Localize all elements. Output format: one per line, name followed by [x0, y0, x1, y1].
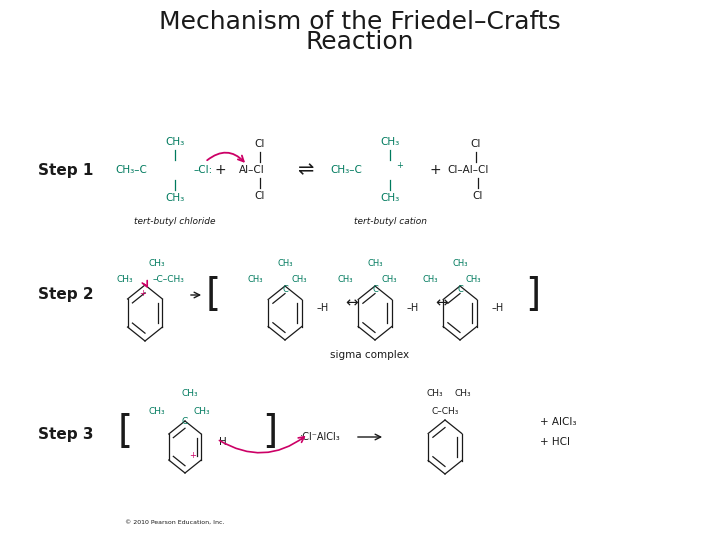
Text: Cl: Cl: [255, 139, 265, 149]
Text: C–CH₃: C–CH₃: [431, 408, 459, 416]
Text: + HCl: + HCl: [540, 437, 570, 447]
Text: H: H: [219, 437, 227, 447]
Text: CH₃–C: CH₃–C: [330, 165, 362, 175]
Text: +: +: [214, 163, 226, 177]
Text: –H: –H: [317, 303, 329, 313]
Text: CH₃: CH₃: [166, 193, 184, 203]
Text: –Cl:: –Cl:: [193, 165, 212, 175]
Text: CH₃: CH₃: [181, 389, 198, 399]
Text: –H: –H: [492, 303, 504, 313]
Text: Cl: Cl: [471, 139, 481, 149]
Text: Step 3: Step 3: [38, 428, 94, 442]
Text: ↔: ↔: [346, 295, 359, 310]
Text: +: +: [189, 450, 197, 460]
Text: CH₃: CH₃: [427, 389, 444, 399]
Text: CH₃: CH₃: [338, 274, 353, 284]
Text: +: +: [429, 163, 441, 177]
Text: CH₃: CH₃: [277, 259, 293, 267]
Text: Cl: Cl: [473, 191, 483, 201]
Text: ]: ]: [262, 413, 277, 451]
Text: tert-butyl cation: tert-butyl cation: [354, 218, 426, 226]
Text: Cl: Cl: [255, 191, 265, 201]
Text: Al–Cl: Al–Cl: [239, 165, 265, 175]
Text: CH₃: CH₃: [193, 408, 210, 416]
Text: [: [: [206, 276, 221, 314]
Text: + AlCl₃: + AlCl₃: [540, 417, 577, 427]
Text: CH₃: CH₃: [381, 274, 397, 284]
Text: ↔: ↔: [436, 295, 449, 310]
Text: [: [: [118, 413, 133, 451]
Text: CH₃: CH₃: [380, 193, 400, 203]
Text: CH₃: CH₃: [466, 274, 482, 284]
Text: +: +: [397, 161, 403, 171]
Text: Cl–Al–Cl: Cl–Al–Cl: [447, 165, 489, 175]
Text: CH₃: CH₃: [455, 389, 472, 399]
Text: CH₃: CH₃: [452, 259, 468, 267]
Text: :Cl⁻AlCl₃: :Cl⁻AlCl₃: [300, 432, 341, 442]
Text: ]: ]: [525, 276, 540, 314]
Text: CH₃: CH₃: [380, 137, 400, 147]
Text: CH₃: CH₃: [367, 259, 383, 267]
Text: CH₃: CH₃: [149, 259, 166, 267]
Text: –C–CH₃: –C–CH₃: [153, 274, 185, 284]
Text: C: C: [182, 417, 188, 427]
Text: CH₃: CH₃: [117, 274, 133, 284]
Text: CH₃: CH₃: [423, 274, 438, 284]
Text: CH₃: CH₃: [291, 274, 307, 284]
Text: ⇌: ⇌: [297, 160, 313, 179]
Text: tert-butyl chloride: tert-butyl chloride: [134, 218, 216, 226]
Text: CH₃–C: CH₃–C: [115, 165, 147, 175]
Text: CH₃: CH₃: [166, 137, 184, 147]
Text: C: C: [372, 285, 378, 294]
Text: CH₃: CH₃: [148, 408, 165, 416]
Text: sigma complex: sigma complex: [330, 350, 410, 360]
Text: Step 2: Step 2: [38, 287, 94, 302]
Text: +: +: [140, 288, 146, 298]
Text: C: C: [282, 285, 288, 294]
Text: C: C: [457, 285, 463, 294]
Text: Step 1: Step 1: [38, 163, 94, 178]
Text: © 2010 Pearson Education, Inc.: © 2010 Pearson Education, Inc.: [125, 519, 225, 524]
Text: Reaction: Reaction: [306, 30, 414, 54]
Text: CH₃: CH₃: [248, 274, 263, 284]
Text: Mechanism of the Friedel–Crafts: Mechanism of the Friedel–Crafts: [159, 10, 561, 34]
Text: –H: –H: [407, 303, 419, 313]
